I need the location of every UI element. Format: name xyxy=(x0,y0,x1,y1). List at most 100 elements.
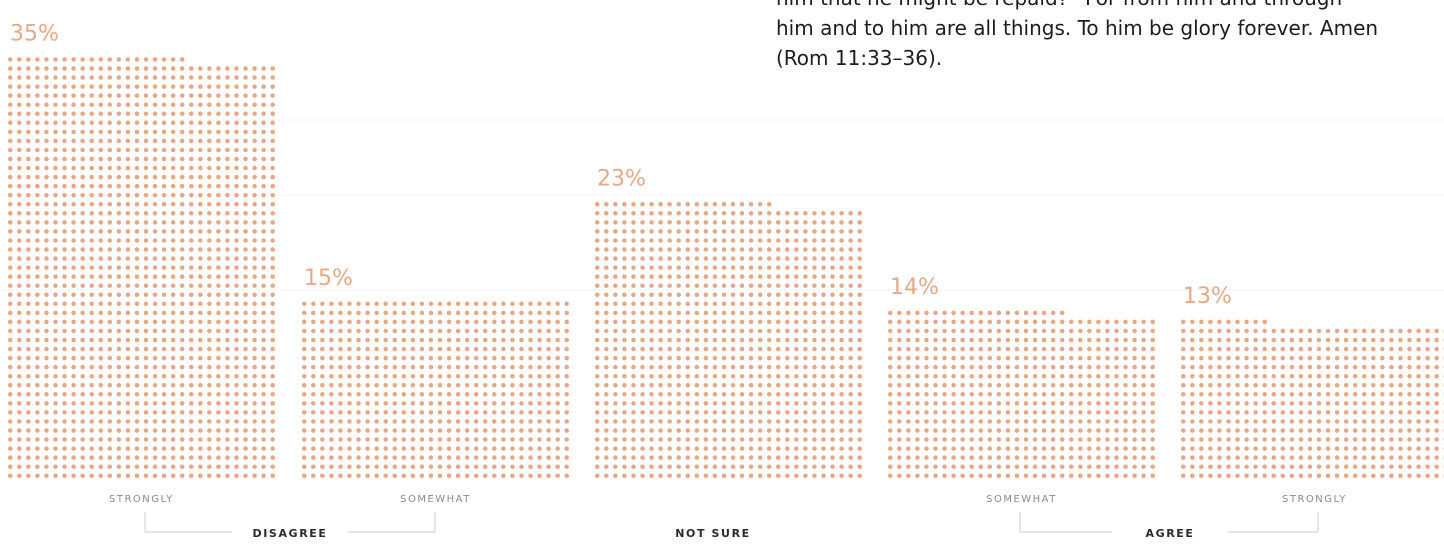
dot xyxy=(812,319,817,325)
dot xyxy=(730,310,736,316)
dot xyxy=(338,419,343,424)
dot xyxy=(225,373,230,379)
dot xyxy=(17,120,22,126)
dot xyxy=(1014,310,1020,316)
dot xyxy=(89,202,94,207)
dot xyxy=(62,383,67,388)
dot xyxy=(857,473,862,478)
dot xyxy=(311,455,316,460)
dot xyxy=(1307,392,1313,397)
dot xyxy=(1334,337,1340,343)
dot xyxy=(116,211,122,216)
dot xyxy=(1105,346,1110,352)
dot xyxy=(410,319,416,325)
dot xyxy=(225,183,230,189)
dot xyxy=(613,355,618,361)
dot xyxy=(225,464,230,469)
dot xyxy=(1343,355,1349,361)
dot xyxy=(125,192,131,198)
dot xyxy=(179,455,185,460)
dot xyxy=(179,174,185,180)
dot xyxy=(969,410,974,415)
dot xyxy=(311,364,316,370)
dot xyxy=(1096,346,1101,352)
dot xyxy=(1005,455,1011,460)
dot xyxy=(1041,310,1047,316)
dot xyxy=(116,165,122,171)
dot xyxy=(189,129,194,135)
dot xyxy=(1380,419,1385,424)
dot xyxy=(1289,428,1295,433)
dot xyxy=(261,147,266,153)
dot xyxy=(1087,473,1092,478)
dot xyxy=(347,446,352,451)
dot xyxy=(622,446,627,451)
dot xyxy=(897,401,902,406)
dot xyxy=(604,437,609,442)
dot xyxy=(1389,428,1394,433)
dot xyxy=(555,346,560,352)
dot xyxy=(207,337,212,343)
dot xyxy=(207,247,212,252)
dot xyxy=(207,256,212,261)
dot xyxy=(134,473,140,478)
dot xyxy=(401,446,407,451)
dot xyxy=(694,428,700,433)
dot xyxy=(125,383,131,388)
dot xyxy=(207,156,212,162)
dot xyxy=(134,138,140,144)
dot xyxy=(803,229,808,234)
dot xyxy=(152,283,158,288)
dot xyxy=(776,247,781,252)
dot xyxy=(915,328,920,334)
dot xyxy=(207,364,212,370)
dot xyxy=(1132,446,1137,451)
dot xyxy=(17,455,22,460)
dot xyxy=(1307,328,1313,334)
dot xyxy=(712,283,718,288)
dot xyxy=(243,75,248,80)
dot xyxy=(225,437,230,442)
dot xyxy=(703,247,709,252)
dot xyxy=(243,392,248,397)
dot xyxy=(933,419,938,424)
dot xyxy=(53,84,58,89)
dot xyxy=(528,410,533,415)
dot xyxy=(1389,328,1394,334)
dot xyxy=(1114,319,1119,325)
dot xyxy=(821,328,826,334)
dot xyxy=(401,455,407,460)
dot xyxy=(1059,410,1065,415)
dot xyxy=(794,211,799,216)
dot xyxy=(766,229,772,234)
dot xyxy=(198,66,203,71)
dot xyxy=(8,364,13,370)
group-label: NOT SURE xyxy=(675,527,751,540)
dot xyxy=(1078,392,1083,397)
dot xyxy=(969,392,974,397)
dot xyxy=(198,84,203,89)
dot xyxy=(198,247,203,252)
dot xyxy=(1141,392,1146,397)
dot xyxy=(483,464,488,469)
dot xyxy=(170,355,176,361)
dot xyxy=(428,446,434,451)
dot xyxy=(897,383,902,388)
dot xyxy=(428,410,434,415)
dot xyxy=(785,419,790,424)
dot xyxy=(739,401,745,406)
dot xyxy=(62,310,67,316)
dot xyxy=(53,364,58,370)
dot xyxy=(473,301,479,307)
dot xyxy=(464,419,470,424)
dot xyxy=(595,392,600,397)
dot xyxy=(234,111,239,116)
dot xyxy=(1271,410,1276,415)
dot xyxy=(252,337,257,343)
dot xyxy=(26,238,31,243)
dot xyxy=(44,120,49,126)
dot xyxy=(757,328,763,334)
dot xyxy=(170,256,176,261)
dot xyxy=(942,373,947,379)
dot xyxy=(71,464,76,469)
